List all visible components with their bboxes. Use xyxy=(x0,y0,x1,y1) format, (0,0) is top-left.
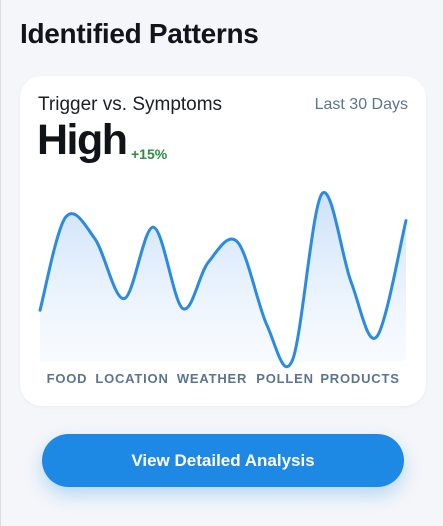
pattern-level: High xyxy=(37,116,128,164)
change-badge: +15% xyxy=(131,146,168,162)
pattern-card: Trigger vs. Symptoms Last 30 Days High +… xyxy=(20,76,426,406)
x-axis-label-products: PRODUCTS xyxy=(320,371,400,386)
chart-area xyxy=(40,192,406,367)
x-axis-label-food: FOOD xyxy=(46,371,88,386)
date-range-label: Last 30 Days xyxy=(314,96,408,113)
x-axis-label-location: LOCATION xyxy=(95,371,169,386)
card-label: Trigger vs. Symptoms xyxy=(38,94,223,115)
section-title: Identified Patterns xyxy=(20,18,259,49)
chart-line xyxy=(38,191,408,369)
x-axis-label-pollen: POLLEN xyxy=(256,371,314,386)
trend-chart xyxy=(38,191,408,369)
x-axis-label-weather: WEATHER xyxy=(176,371,248,386)
view-detailed-analysis-button[interactable]: View Detailed Analysis xyxy=(42,434,404,487)
x-axis-labels: FOOD LOCATION WEATHER POLLEN PRODUCTS xyxy=(20,371,426,389)
